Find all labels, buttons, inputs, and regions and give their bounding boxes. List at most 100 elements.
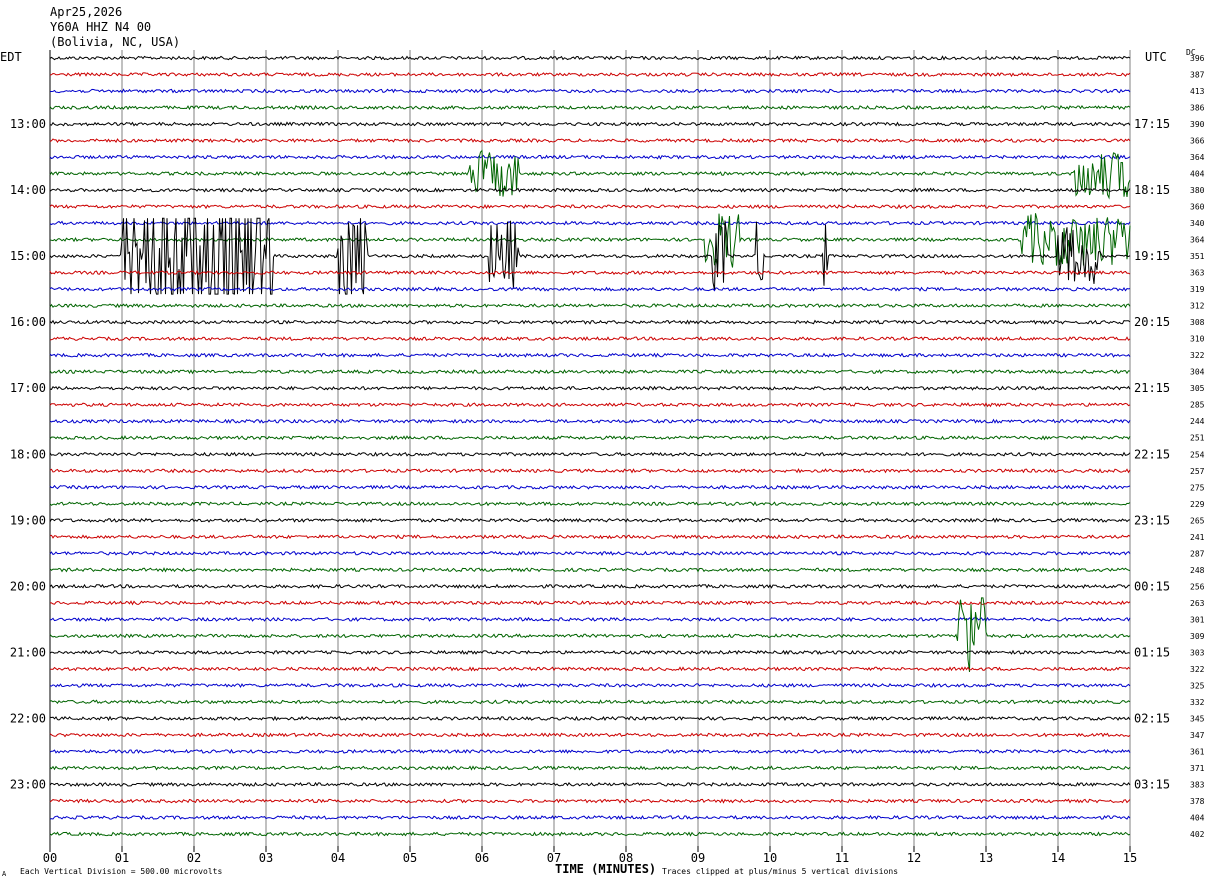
- trace-line-34: [50, 600, 1131, 606]
- clip-note: Traces clipped at plus/minus 5 vertical …: [662, 867, 899, 876]
- dc-offset-value: 309: [1190, 632, 1205, 641]
- trace-line-16: [49, 303, 1131, 309]
- dc-offset-value: 402: [1190, 830, 1205, 839]
- dc-offset-value: 263: [1190, 599, 1205, 608]
- trace-line-5: [49, 121, 1131, 127]
- x-tick-label: 00: [43, 851, 57, 865]
- station-id: Y60A HHZ N4 00: [50, 20, 152, 34]
- trace-line-43: [49, 748, 1131, 755]
- dc-offset-value: 248: [1190, 566, 1205, 575]
- dc-offset-value: 312: [1190, 302, 1205, 311]
- right-time-label: 01:15: [1134, 645, 1170, 659]
- station-location: (Bolivia, NC, USA): [50, 35, 181, 49]
- trace-line-33: [49, 583, 1130, 589]
- dc-offset-value: 361: [1190, 747, 1205, 756]
- dc-offset-value: 322: [1190, 351, 1205, 360]
- dc-offset-value: 351: [1190, 252, 1205, 261]
- left-time-label: 13:00: [10, 117, 46, 131]
- dc-offset-value: 257: [1190, 467, 1205, 476]
- dc-offset-value: 285: [1190, 401, 1205, 410]
- dc-offset-value: 383: [1190, 780, 1205, 789]
- dc-offset-value: 325: [1190, 681, 1205, 690]
- left-time-label: 21:00: [10, 645, 46, 659]
- dc-offset-value: 380: [1190, 186, 1205, 195]
- x-tick-label: 04: [331, 851, 345, 865]
- dc-offset-value: 345: [1190, 714, 1205, 723]
- dc-offset-value: 390: [1190, 120, 1205, 129]
- trace-line-32: [49, 567, 1131, 573]
- x-tick-label: 13: [979, 851, 993, 865]
- trace-line-19: [49, 352, 1131, 358]
- x-tick-label: 08: [619, 851, 633, 865]
- right-time-label: 19:15: [1134, 249, 1170, 263]
- trace-line-38: [50, 666, 1131, 672]
- trace-line-41: [49, 715, 1131, 722]
- trace-line-7: [49, 154, 1131, 160]
- trace-line-9: [49, 187, 1131, 193]
- x-tick-label: 09: [691, 851, 705, 865]
- dc-offset-value: 244: [1190, 417, 1205, 426]
- trace-line-39: [49, 682, 1131, 689]
- right-time-label: 18:15: [1134, 183, 1170, 197]
- left-time-label: 17:00: [10, 381, 46, 395]
- left-time-label: 22:00: [10, 711, 46, 725]
- dc-offset-value: 360: [1190, 203, 1205, 212]
- trace-line-18: [49, 336, 1131, 342]
- dc-offset-value: 378: [1190, 797, 1205, 806]
- dc-offset-value: 256: [1190, 582, 1205, 591]
- trace-line-10: [49, 203, 1131, 210]
- trace-line-17: [49, 319, 1131, 325]
- trace-line-27: [49, 484, 1131, 490]
- dc-offset-value: 404: [1190, 170, 1205, 179]
- trace-line-23: [49, 418, 1131, 424]
- dc-offset-value: 305: [1190, 384, 1205, 393]
- trace-line-30: [49, 534, 1131, 540]
- trace-line-3: [49, 88, 1131, 94]
- dc-offset-value: 304: [1190, 368, 1205, 377]
- dc-offset-value: 363: [1190, 269, 1205, 278]
- x-tick-label: 06: [475, 851, 489, 865]
- trace-line-35: [49, 616, 1131, 622]
- right-time-label: 20:15: [1134, 315, 1170, 329]
- dc-offset-value: 364: [1190, 153, 1205, 162]
- x-tick-label: 11: [835, 851, 849, 865]
- trace-line-2: [49, 71, 1131, 78]
- dc-offset-value: 241: [1190, 533, 1205, 542]
- vertical-scale-note: Each Vertical Division = 500.00 microvol…: [20, 867, 223, 876]
- dc-offset-value: 322: [1190, 665, 1205, 674]
- dc-offset-value: 275: [1190, 483, 1205, 492]
- dc-offset-value: 404: [1190, 813, 1205, 822]
- right-time-label: 23:15: [1134, 513, 1170, 527]
- x-tick-label: 10: [763, 851, 777, 865]
- trace-line-13: [49, 217, 1131, 295]
- left-time-label: 18:00: [10, 447, 46, 461]
- trace-line-46: [49, 798, 1131, 804]
- trace-line-26: [49, 468, 1131, 474]
- x-axis-label: TIME (MINUTES): [555, 862, 657, 876]
- x-tick-label: 03: [259, 851, 273, 865]
- grid-lines: [49, 50, 1131, 846]
- dc-offset-value: 347: [1190, 731, 1205, 740]
- x-tick-label: 07: [547, 851, 561, 865]
- trace-line-24: [49, 435, 1131, 441]
- trace-line-37: [49, 649, 1131, 656]
- trace-line-47: [49, 814, 1131, 821]
- dc-offset-value: 287: [1190, 549, 1205, 558]
- dc-offset-value: 229: [1190, 500, 1205, 509]
- dc-offset-value: 386: [1190, 104, 1205, 113]
- trace-line-28: [49, 501, 1131, 507]
- left-time-label: 14:00: [10, 183, 46, 197]
- left-time-label: 23:00: [10, 777, 46, 791]
- trace-line-40: [49, 699, 1131, 705]
- corner-mark: A: [2, 870, 7, 878]
- trace-line-8: [49, 149, 1131, 200]
- dc-offset-value: 364: [1190, 236, 1205, 245]
- edt-timezone-label: EDT: [0, 50, 22, 64]
- trace-line-45: [49, 781, 1131, 788]
- left-time-label: 15:00: [10, 249, 46, 263]
- dc-column-header: DC: [1186, 48, 1196, 57]
- trace-line-29: [49, 517, 1131, 524]
- trace-line-36: [49, 597, 1131, 673]
- dc-offset-value: 332: [1190, 698, 1205, 707]
